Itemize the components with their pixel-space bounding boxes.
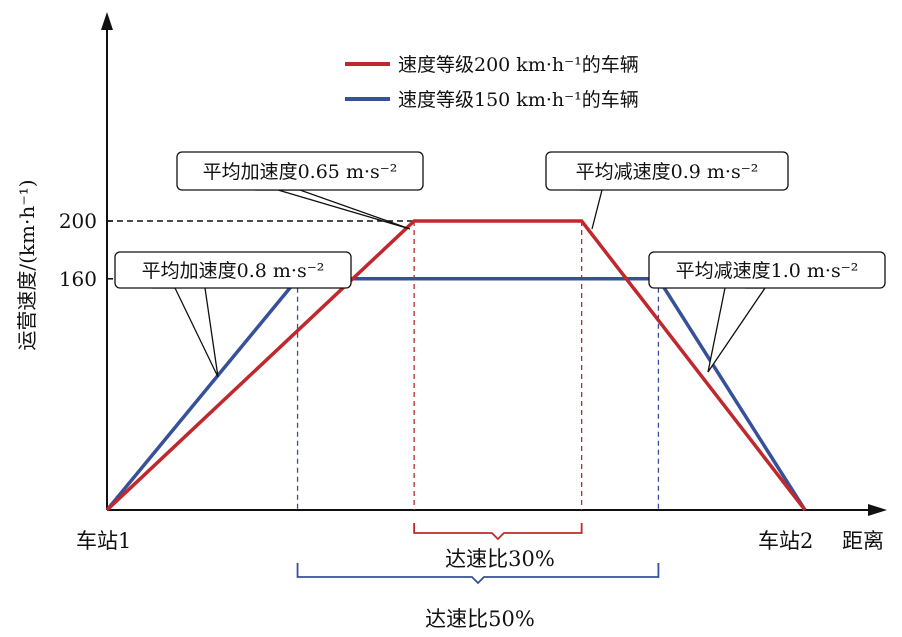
x-tick-station2: 车站2 (758, 529, 813, 553)
legend: 速度等级200 km·h⁻¹的车辆 速度等级150 km·h⁻¹的车辆 (345, 54, 639, 111)
legend-label-red: 速度等级200 km·h⁻¹的车辆 (398, 54, 639, 76)
callout-text: 平均加速度0.8 m·s⁻² (142, 260, 325, 282)
callout-text: 平均减速度0.9 m·s⁻² (576, 161, 759, 183)
y-axis-label: 运营速度/(km·h⁻¹) (15, 179, 39, 350)
callout-text: 平均减速度1.0 m·s⁻² (676, 260, 859, 282)
callout-blue-decel: 平均减速度1.0 m·s⁻² (648, 251, 886, 373)
callout-box (176, 151, 424, 191)
brace-0 (413, 523, 583, 541)
series-layer (105, 219, 807, 512)
series-line-1 (105, 277, 807, 512)
callout-text: 平均加速度0.65 m·s⁻² (203, 161, 398, 183)
y-tick-label: 160 (59, 267, 97, 291)
x-axis-arrow (868, 504, 887, 516)
series-line-0 (105, 219, 807, 512)
callout-box (114, 251, 352, 289)
brace-1 (296, 563, 660, 585)
callout-pointer (255, 189, 411, 230)
y-tick-label: 200 (59, 209, 97, 233)
x-axis-label: 距离 (842, 529, 884, 553)
callout-pointer (707, 287, 767, 373)
x-tick-station1: 车站1 (76, 529, 131, 553)
callout-box (648, 251, 886, 289)
callout-box (545, 151, 789, 191)
callout-pointer (152, 287, 219, 378)
y-ticks: 160 200 (59, 209, 113, 291)
braces-layer (296, 523, 660, 585)
brace-label-blue: 达速比50% (425, 607, 535, 631)
legend-label-blue: 速度等级150 km·h⁻¹的车辆 (398, 89, 639, 111)
callout-red-decel: 平均减速度0.9 m·s⁻² (545, 151, 789, 230)
callout-red-accel: 平均加速度0.65 m·s⁻² (176, 151, 424, 230)
brace-label-red: 达速比30% (445, 547, 555, 571)
y-axis-arrow (101, 12, 113, 30)
callout-blue-accel: 平均加速度0.8 m·s⁻² (114, 251, 352, 378)
